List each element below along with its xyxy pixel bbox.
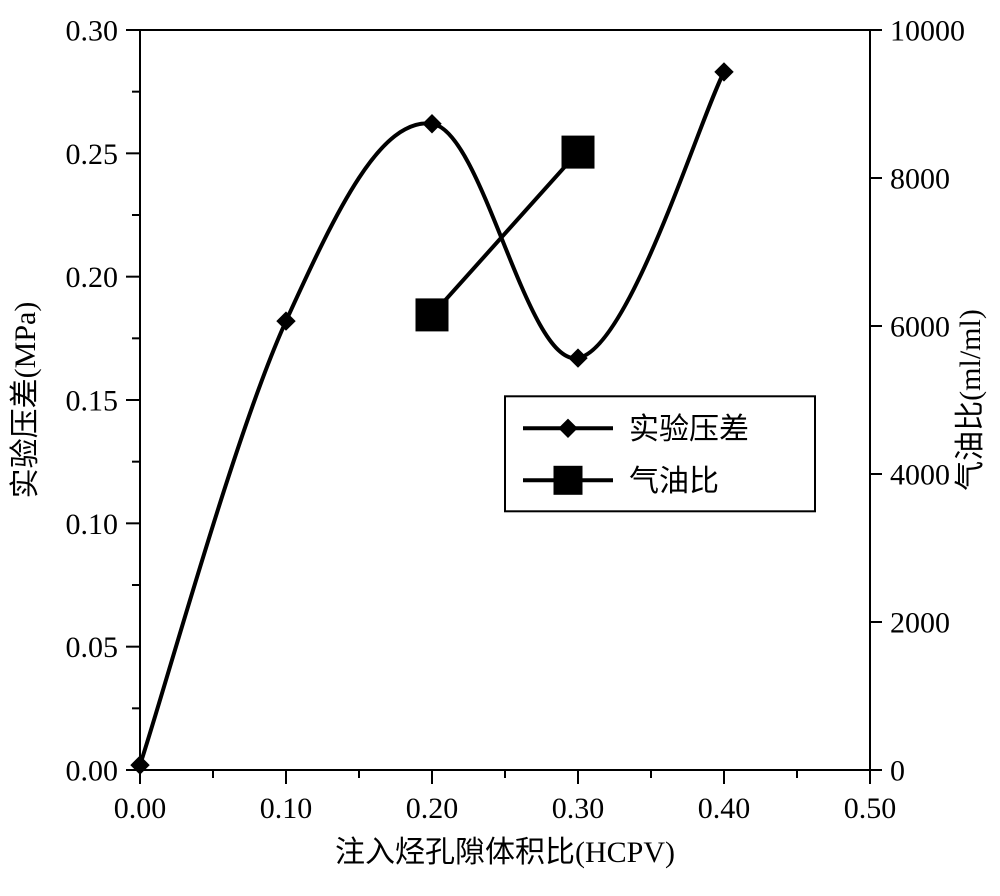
yl-tick-label: 0.00: [66, 755, 119, 788]
yr-tick-label: 8000: [890, 163, 950, 196]
yl-tick-label: 0.10: [66, 508, 119, 541]
x-tick-label: 0.00: [114, 792, 167, 825]
x-tick-label: 0.40: [698, 792, 751, 825]
x-tick-label: 0.20: [406, 792, 459, 825]
yl-tick-label: 0.30: [66, 15, 119, 48]
diamond-marker: [277, 312, 295, 330]
yl-tick-label: 0.15: [66, 385, 119, 418]
diamond-marker: [569, 349, 587, 367]
square-marker: [554, 466, 582, 494]
legend-label: 实验压差: [629, 413, 749, 446]
x-tick-label: 0.30: [552, 792, 605, 825]
series-line: [432, 152, 578, 315]
yr-tick-label: 4000: [890, 459, 950, 492]
chart-container: 0.00 0.10 0.20 0.30 0.40 0.50 注入烃孔隙体积比(HCPV) 0.…: [0, 0, 1000, 896]
yr-axis-label: 气油比(ml/ml): [954, 309, 987, 491]
yl-axis-label: 实验压差(MPa): [9, 302, 42, 499]
x-axis-label: 注入烃孔隙体积比(HCPV): [335, 836, 675, 869]
square-marker: [562, 136, 594, 168]
yr-tick-label: 6000: [890, 311, 950, 344]
legend-label: 气油比: [629, 465, 719, 498]
diamond-marker: [423, 115, 441, 133]
x-tick-label: 0.50: [844, 792, 897, 825]
yl-tick-label: 0.20: [66, 261, 119, 294]
yl-tick-label: 0.25: [66, 138, 119, 171]
chart-svg: 0.00 0.10 0.20 0.30 0.40 0.50 注入烃孔隙体积比(HCPV) 0.…: [0, 0, 1000, 896]
square-marker: [416, 299, 448, 331]
diamond-marker: [131, 756, 149, 774]
diamond-marker: [715, 63, 733, 81]
yr-tick-label: 0: [890, 755, 905, 788]
yr-tick-label: 2000: [890, 607, 950, 640]
yl-tick-label: 0.05: [66, 631, 119, 664]
x-tick-label: 0.10: [260, 792, 313, 825]
yr-tick-label: 10000: [890, 15, 965, 48]
